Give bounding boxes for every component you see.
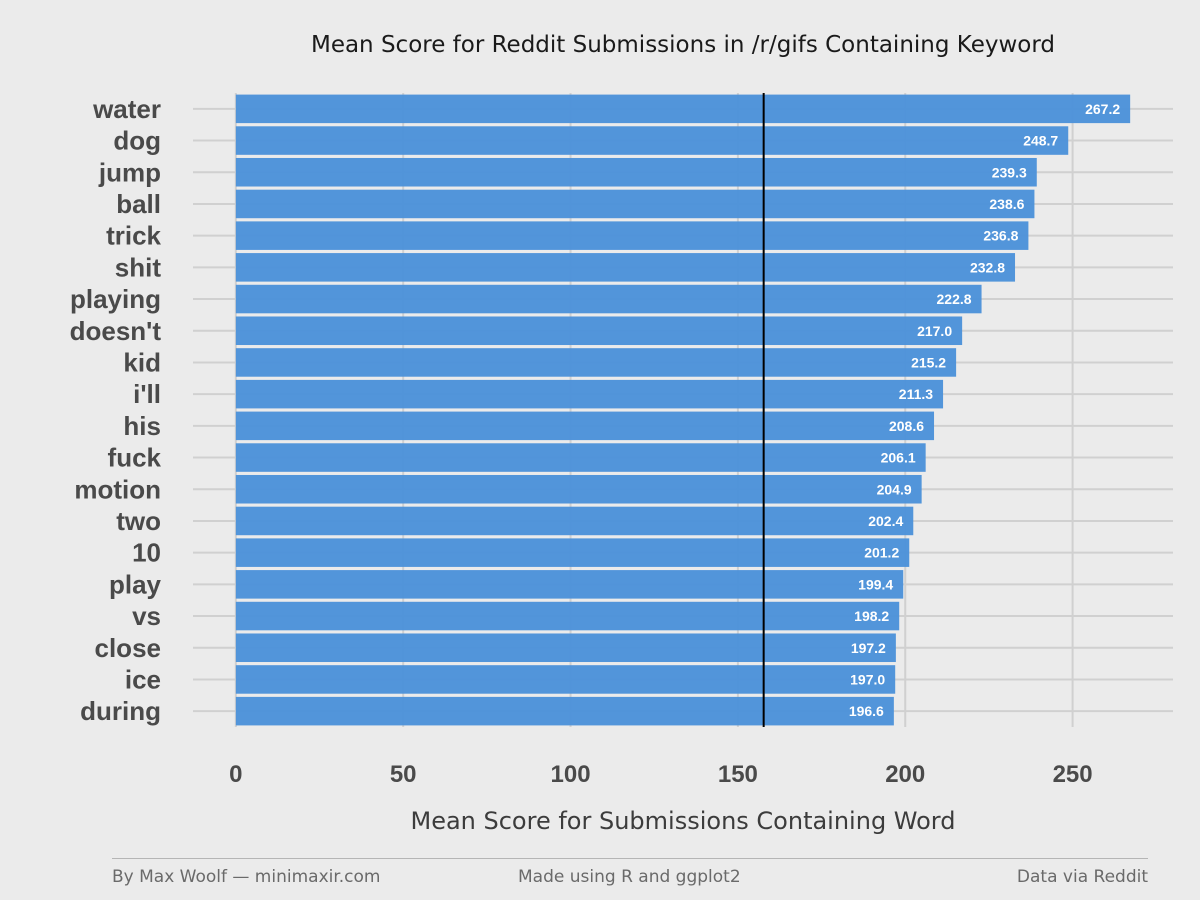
value-label: 267.2 [1085,101,1120,117]
category-label: doesn't [70,316,162,346]
category-label: water [92,94,161,124]
bar [235,316,963,346]
bar [235,94,1131,124]
footer-tools: Made using R and ggplot2 [518,867,741,887]
category-label: jump [98,157,161,187]
value-label: 196.6 [849,703,884,719]
bar [235,411,935,441]
value-label: 198.2 [854,608,889,624]
category-label: motion [74,474,161,504]
value-label: 217.0 [917,323,952,339]
x-axis-label: Mean Score for Submissions Containing Wo… [410,807,955,835]
value-label: 248.7 [1023,133,1058,149]
bar [235,570,904,599]
value-label: 201.2 [864,545,899,561]
category-label: playing [70,284,161,314]
category-label: ice [125,664,161,694]
value-label: 208.6 [889,418,924,434]
category-label: 10 [132,538,161,568]
bar [235,348,957,377]
bar [235,601,900,631]
footer-source: Data via Reddit [1016,867,1148,887]
bar [235,443,926,472]
x-tick-label: 250 [1053,761,1093,788]
bar [235,221,1029,250]
category-label: during [80,696,161,726]
grid-layer [193,93,1173,727]
bar [235,538,910,567]
category-label: trick [106,221,161,251]
category-label: ball [116,189,161,219]
value-label: 236.8 [983,228,1018,244]
chart-svg: Mean Score for Reddit Submissions in /r/… [70,32,1173,835]
bar [235,633,896,663]
value-label: 232.8 [970,259,1005,275]
footer: By Max Woolf — minimaxir.com Made using … [112,858,1148,899]
x-tick-label: 150 [718,761,758,788]
bar [235,189,1035,219]
category-label: fuck [108,443,162,473]
category-label: play [109,569,162,599]
bar [235,696,894,726]
value-label: 238.6 [989,196,1024,212]
value-label: 197.0 [850,671,885,687]
category-label: close [95,633,162,663]
value-label: 215.2 [911,354,946,370]
x-tick-label: 200 [885,761,925,788]
category-label: shit [115,252,162,282]
bar [235,126,1069,155]
bar [235,284,982,314]
value-label: 222.8 [937,291,972,307]
value-label: 199.4 [858,576,893,592]
value-label: 206.1 [881,450,916,466]
x-tick-label: 0 [229,761,242,788]
value-label: 202.4 [868,513,903,529]
category-label: vs [132,601,161,631]
category-label: his [123,411,161,441]
chart-title: Mean Score for Reddit Submissions in /r/… [311,32,1055,58]
value-label: 239.3 [992,164,1027,180]
footer-credit: By Max Woolf — minimaxir.com [112,867,381,887]
category-label: two [116,506,161,536]
category-label: i'll [133,379,161,409]
bar-layer [235,94,1131,726]
bar [235,506,914,536]
bar [235,665,896,694]
category-label: dog [113,126,161,156]
label-layer: 0 50 100 150 200 250 water 267.2 dog 248.7 jump 239… [70,94,1121,788]
bar [235,253,1016,282]
value-label: 211.3 [899,386,933,402]
x-tick-label: 100 [551,761,591,788]
bar [235,157,1037,187]
value-label: 204.9 [877,481,912,497]
bar [235,474,922,504]
x-tick-label: 50 [390,761,417,788]
value-label: 197.2 [851,640,886,656]
category-label: kid [123,347,161,377]
bar [235,379,944,409]
